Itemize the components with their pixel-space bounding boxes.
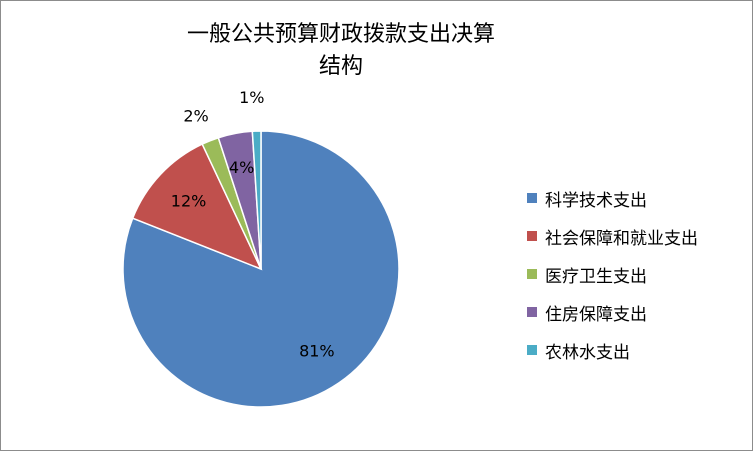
pie-slice-5 xyxy=(251,130,262,270)
slice-label-3: 2% xyxy=(183,107,208,126)
pie-labels: 81% 12% 2% 4% 1% xyxy=(171,88,335,361)
slice-label-5: 1% xyxy=(239,88,264,107)
legend-swatch-5 xyxy=(527,345,537,355)
legend-item-5: 农林水支出 xyxy=(527,331,698,369)
pie-slices xyxy=(122,130,400,408)
legend-label-4: 住房保障支出 xyxy=(545,304,647,325)
slice-label-4: 4% xyxy=(229,158,254,177)
legend-label-3: 医疗卫生支出 xyxy=(545,266,647,287)
legend-swatch-4 xyxy=(527,307,537,317)
legend-swatch-3 xyxy=(527,269,537,279)
legend-swatch-1 xyxy=(527,193,537,203)
pie-slice-2 xyxy=(131,143,263,271)
legend-label-5: 农林水支出 xyxy=(545,342,630,363)
legend-swatch-2 xyxy=(527,231,537,241)
legend: 科学技术支出社会保障和就业支出 医疗卫生支出 住房保障支出 农林水支出 xyxy=(527,179,698,369)
chart-title: 一般公共预算财政拨款支出决算 结构 xyxy=(131,19,551,83)
legend-item-2: 社会保障和就业支出 xyxy=(527,217,698,255)
chart-title-line-1: 一般公共预算财政拨款支出决算 xyxy=(186,22,495,47)
legend-item-4: 住房保障支出 xyxy=(527,293,698,331)
legend-item-3: 医疗卫生支出 xyxy=(527,255,698,293)
slice-label-2: 12% xyxy=(171,191,207,210)
chart-title-line-2: 结构 xyxy=(318,54,363,79)
legend-label-1: 科学技术支出 xyxy=(545,190,647,211)
legend-item-1: 科学技术支出 xyxy=(527,179,698,217)
slice-label-1: 81% xyxy=(299,342,335,361)
legend-label-2: 社会保障和就业支出 xyxy=(545,228,698,249)
